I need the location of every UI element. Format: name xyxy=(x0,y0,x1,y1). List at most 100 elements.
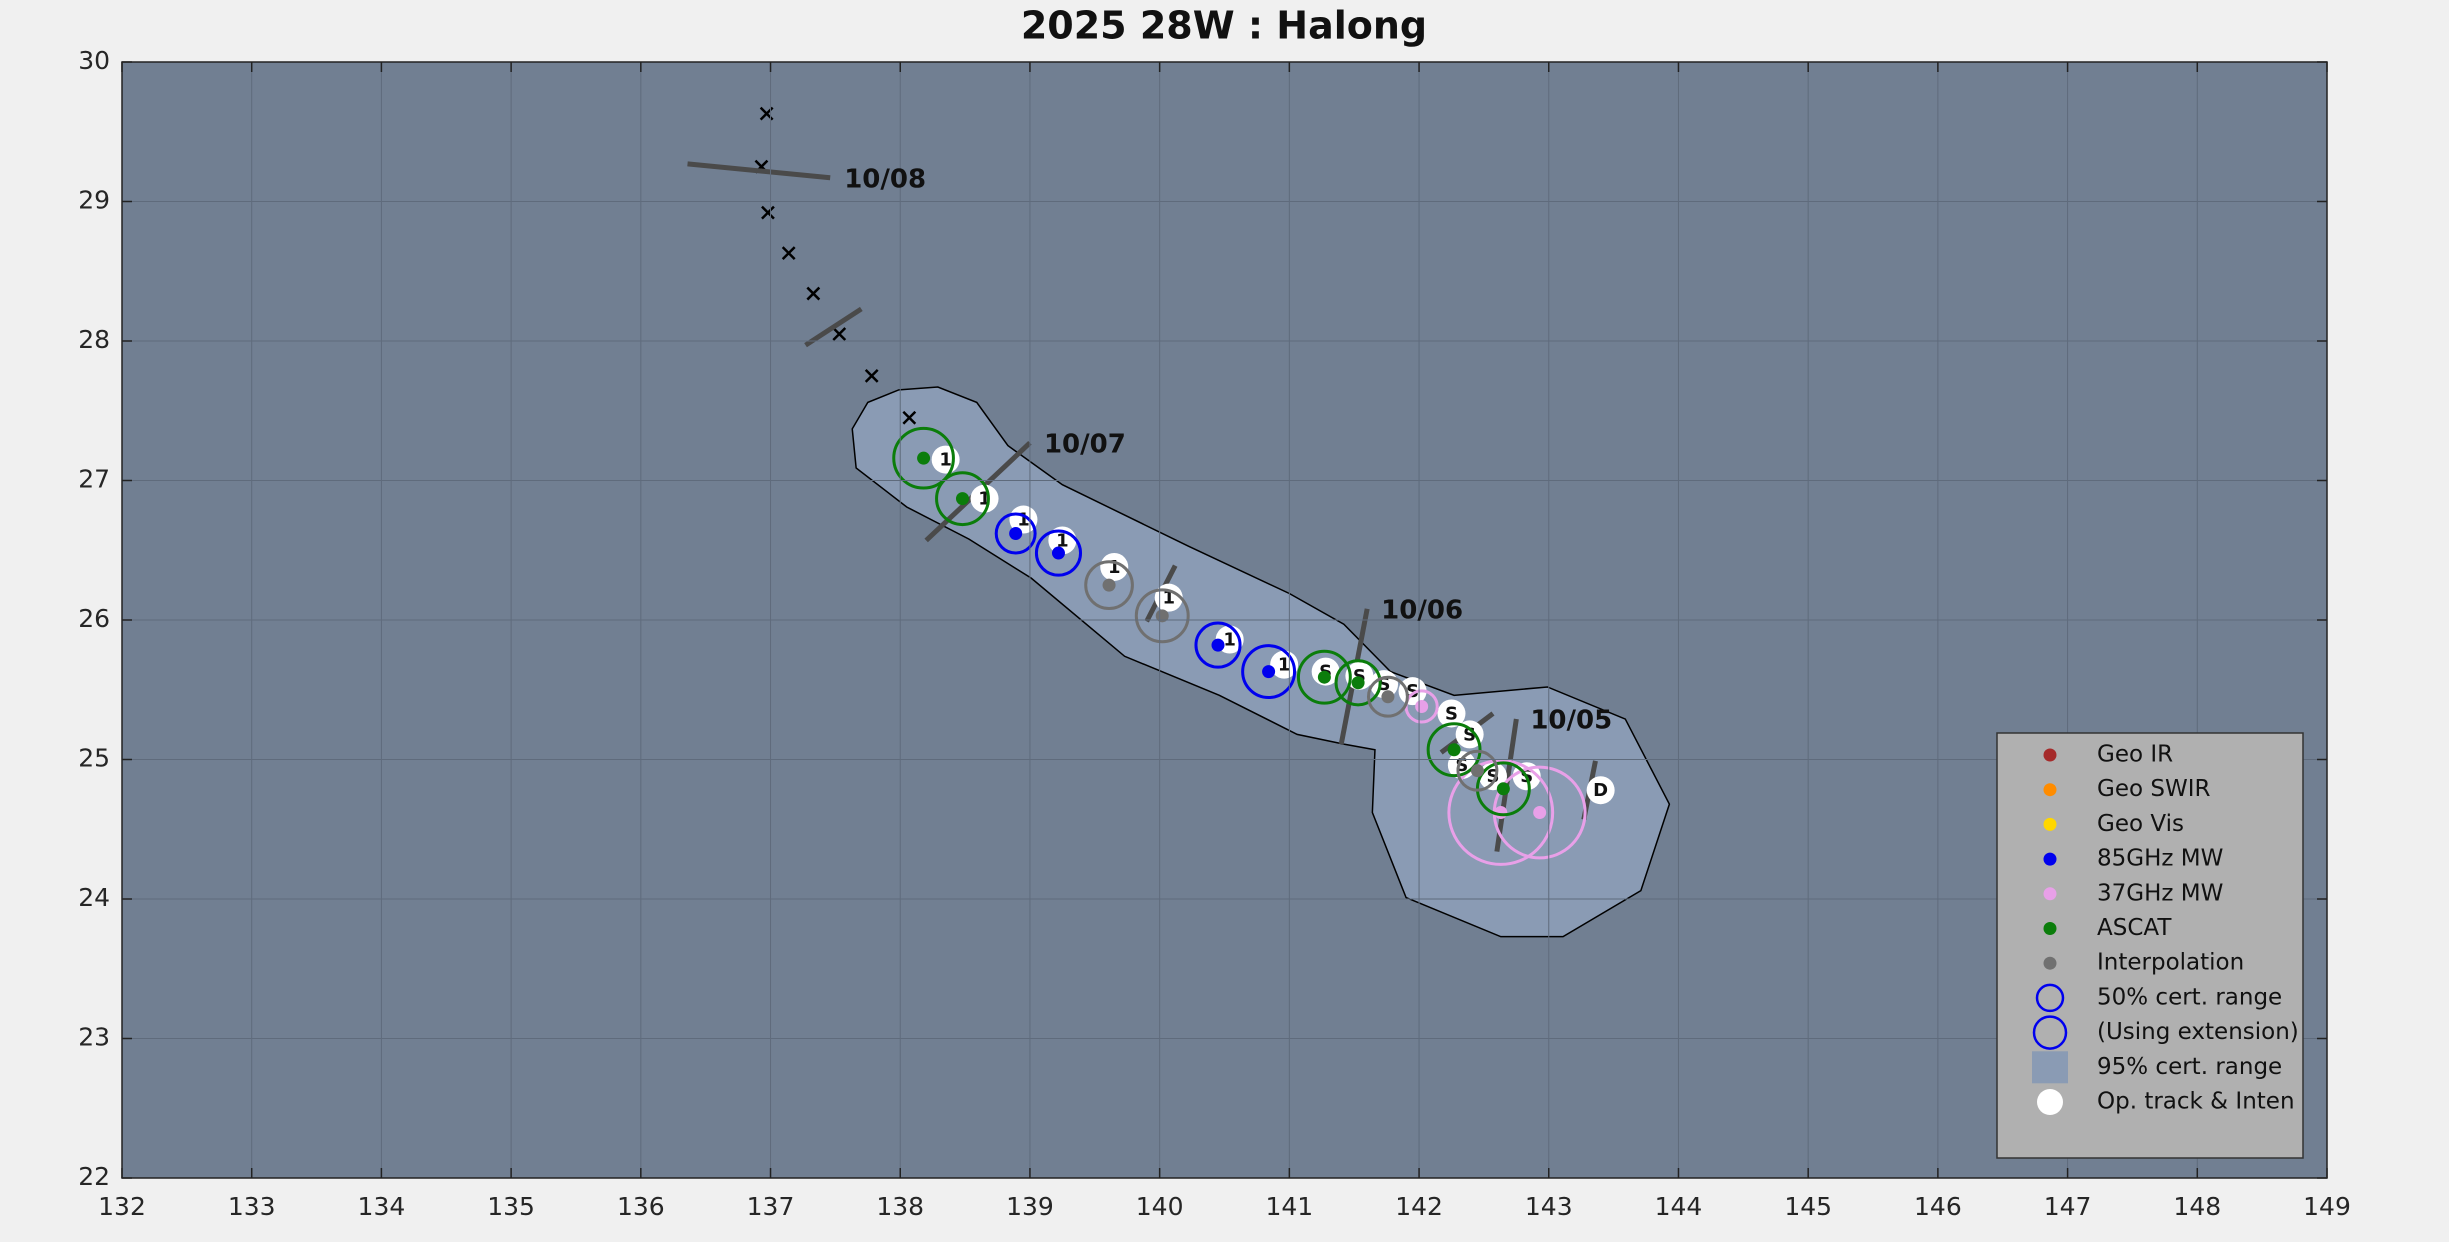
cert-circle xyxy=(1134,588,1190,644)
op-track-point xyxy=(1398,677,1427,706)
cert-circle xyxy=(1194,621,1242,669)
date-label: 10/06 xyxy=(1381,595,1463,625)
x-tick-label: 147 xyxy=(2044,1192,2092,1221)
op-track-label: 1 xyxy=(939,450,952,471)
date-label: 10/05 xyxy=(1530,706,1612,736)
op-track-label: 1 xyxy=(1223,630,1236,651)
cert-circle xyxy=(935,471,990,527)
forecast-point xyxy=(864,368,879,383)
y-tick-label: 25 xyxy=(78,744,110,773)
forecast-point xyxy=(806,286,821,301)
fix-point xyxy=(1155,609,1169,623)
cert-region xyxy=(851,386,1671,938)
op-track-point xyxy=(1009,505,1038,534)
x-tick-label: 146 xyxy=(1914,1192,1962,1221)
fix-point xyxy=(1496,782,1510,796)
fix-point xyxy=(1009,527,1023,541)
fix-point xyxy=(1051,546,1065,560)
legend-label: Geo Vis xyxy=(2097,811,2184,837)
date-label: 10/07 xyxy=(1044,429,1126,459)
legend-label: 95% cert. range xyxy=(2097,1054,2282,1080)
cert-circle xyxy=(1296,649,1352,705)
cert-circle xyxy=(1456,749,1499,792)
fix-point xyxy=(1351,676,1365,690)
y-tick-label: 28 xyxy=(78,325,110,354)
x-tick-label: 133 xyxy=(228,1192,276,1221)
legend-marker xyxy=(2043,783,2057,797)
legend-label: Geo IR xyxy=(2097,742,2173,768)
x-tick-label: 149 xyxy=(2303,1192,2351,1221)
date-label: 10/08 xyxy=(844,164,926,194)
cert-circle xyxy=(1084,560,1134,610)
forecast-point xyxy=(781,246,796,260)
x-tick-label: 132 xyxy=(98,1192,146,1221)
x-tick-label: 137 xyxy=(747,1192,795,1221)
op-track-point xyxy=(970,484,999,513)
x-tick-label: 142 xyxy=(1395,1192,1443,1221)
fix-point xyxy=(1447,743,1461,757)
op-track-label: S xyxy=(1463,724,1476,745)
y-tick-label: 24 xyxy=(78,883,110,912)
legend-marker xyxy=(2043,887,2057,901)
y-tick-label: 23 xyxy=(78,1023,110,1052)
forecast-point xyxy=(902,410,917,425)
time-bar xyxy=(804,306,863,348)
op-track-label: 1 xyxy=(1056,530,1069,551)
op-track-label: D xyxy=(1593,780,1608,801)
y-tick-label: 22 xyxy=(78,1162,110,1191)
legend-label: Op. track & Inten xyxy=(2097,1089,2295,1115)
x-tick-label: 134 xyxy=(358,1192,406,1221)
op-track-point xyxy=(1455,720,1484,749)
legend-marker xyxy=(2035,983,2065,1013)
legend-label: 50% cert. range xyxy=(2097,984,2282,1010)
fix-point xyxy=(1533,806,1547,820)
legend-marker xyxy=(2043,852,2057,866)
op-track-point xyxy=(1586,776,1615,805)
cert-circle xyxy=(1447,759,1555,866)
x-tick-label: 144 xyxy=(1655,1192,1703,1221)
x-tick-label: 139 xyxy=(1006,1192,1054,1221)
fix-point xyxy=(1381,690,1395,704)
x-tick-label: 143 xyxy=(1525,1192,1573,1221)
time-bar xyxy=(687,161,831,181)
y-tick-label: 30 xyxy=(78,46,110,75)
legend-label: 37GHz MW xyxy=(2097,880,2223,906)
legend-marker xyxy=(2043,922,2057,935)
fix-point xyxy=(1102,578,1116,592)
cert-circle xyxy=(994,512,1037,555)
legend-marker xyxy=(2043,748,2057,762)
fix-point xyxy=(917,451,931,465)
y-tick-label: 27 xyxy=(78,465,110,494)
legend-marker xyxy=(2043,817,2057,831)
fix-point xyxy=(1415,699,1429,713)
cert-circle xyxy=(1334,659,1382,707)
fix-point xyxy=(1211,638,1225,652)
cert-circle xyxy=(1241,644,1297,700)
y-tick-label: 29 xyxy=(78,186,110,215)
op-track-point xyxy=(1437,699,1466,728)
forecast-point xyxy=(832,327,847,341)
plot-border xyxy=(121,61,2328,1179)
legend-label: 85GHz MW xyxy=(2097,846,2223,872)
op-track-point xyxy=(1100,552,1129,581)
legend-label: (Using extension) xyxy=(2097,1019,2299,1045)
x-tick-label: 148 xyxy=(2173,1192,2221,1221)
legend-label: Interpolation xyxy=(2097,950,2244,976)
fix-point xyxy=(1317,670,1331,684)
op-track-label: 1 xyxy=(1278,655,1291,676)
legend-marker xyxy=(2037,1089,2063,1115)
fix-point xyxy=(1470,764,1484,778)
x-tick-label: 140 xyxy=(1136,1192,1184,1221)
x-tick-label: 135 xyxy=(487,1192,535,1221)
cert-circle xyxy=(1034,529,1083,577)
cert-circle xyxy=(892,426,955,490)
y-tick-label: 26 xyxy=(78,604,110,633)
fix-point xyxy=(1262,665,1276,679)
legend-label: Geo SWIR xyxy=(2097,776,2210,802)
x-tick-label: 141 xyxy=(1265,1192,1313,1221)
op-track-label: S xyxy=(1445,703,1458,724)
x-tick-label: 145 xyxy=(1784,1192,1832,1221)
cert-circle xyxy=(1426,722,1482,778)
op-track-label: 1 xyxy=(1108,557,1121,578)
